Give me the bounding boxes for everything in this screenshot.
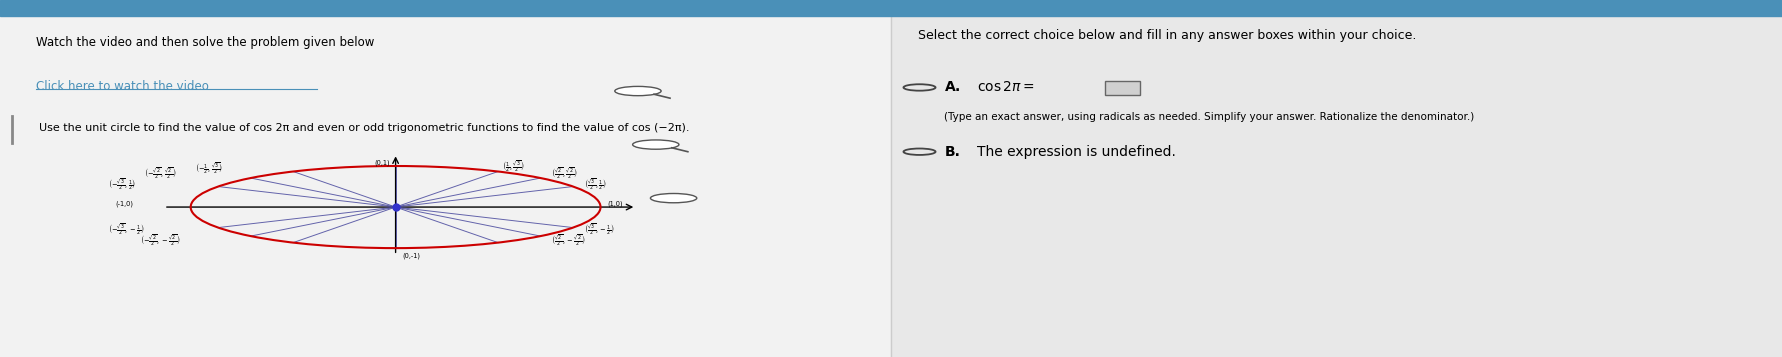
Circle shape [650, 193, 697, 203]
Bar [891, 16, 1782, 357]
Text: The expression is undefined.: The expression is undefined. [977, 145, 1176, 159]
Text: $\left(\frac{1}{2},\frac{\sqrt{3}}{2}\right)$: $\left(\frac{1}{2},\frac{\sqrt{3}}{2}\ri… [503, 159, 524, 174]
Circle shape [633, 140, 679, 149]
Text: (0,1): (0,1) [374, 160, 390, 166]
Text: Use the unit circle to find the value of cos 2π and even or odd trigonometric fu: Use the unit circle to find the value of… [39, 123, 690, 133]
Text: Watch the video and then solve the problem given below: Watch the video and then solve the probl… [36, 36, 374, 49]
Text: (1,0): (1,0) [608, 201, 624, 207]
FancyBboxPatch shape [1105, 81, 1140, 95]
Text: $\left(-\frac{1}{2},\frac{\sqrt{3}}{2}\right)$: $\left(-\frac{1}{2},\frac{\sqrt{3}}{2}\r… [196, 161, 223, 176]
Text: B.: B. [944, 145, 960, 159]
Bar [0, 0, 1782, 16]
Text: $\left(\frac{\sqrt{3}}{2},\frac{1}{2}\right)$: $\left(\frac{\sqrt{3}}{2},\frac{1}{2}\ri… [584, 177, 606, 192]
Text: $\left(-\frac{\sqrt{3}}{2},-\frac{1}{2}\right)$: $\left(-\frac{\sqrt{3}}{2},-\frac{1}{2}\… [107, 222, 144, 237]
Text: $\cos 2\pi =$: $\cos 2\pi =$ [977, 80, 1034, 95]
Text: A.: A. [944, 80, 960, 95]
Text: $\left(\frac{\sqrt{2}}{2},-\frac{\sqrt{2}}{2}\right)$: $\left(\frac{\sqrt{2}}{2},-\frac{\sqrt{2… [551, 233, 586, 248]
Circle shape [615, 86, 661, 96]
Text: (Type an exact answer, using radicals as needed. Simplify your answer. Rationali: (Type an exact answer, using radicals as… [944, 112, 1475, 122]
Text: Select the correct choice below and fill in any answer boxes within your choice.: Select the correct choice below and fill… [918, 29, 1417, 41]
Text: $\left(\frac{\sqrt{3}}{2},-\frac{1}{2}\right)$: $\left(\frac{\sqrt{3}}{2},-\frac{1}{2}\r… [584, 222, 615, 237]
Bar [0, 16, 891, 357]
Text: (0,-1): (0,-1) [403, 253, 421, 259]
Text: $\left(-\frac{\sqrt{2}}{2},\frac{\sqrt{2}}{2}\right)$: $\left(-\frac{\sqrt{2}}{2},\frac{\sqrt{2… [144, 166, 176, 181]
Text: Click here to watch the video: Click here to watch the video [36, 80, 208, 93]
Text: (-1,0): (-1,0) [116, 201, 134, 207]
Text: $\left(\frac{\sqrt{2}}{2},\frac{\sqrt{2}}{2}\right)$: $\left(\frac{\sqrt{2}}{2},\frac{\sqrt{2}… [551, 166, 577, 181]
Text: $\left(-\frac{\sqrt{2}}{2},-\frac{\sqrt{2}}{2}\right)$: $\left(-\frac{\sqrt{2}}{2},-\frac{\sqrt{… [141, 233, 180, 248]
Text: $\left(-\frac{\sqrt{3}}{2},\frac{1}{2}\right)$: $\left(-\frac{\sqrt{3}}{2},\frac{1}{2}\r… [107, 177, 135, 192]
